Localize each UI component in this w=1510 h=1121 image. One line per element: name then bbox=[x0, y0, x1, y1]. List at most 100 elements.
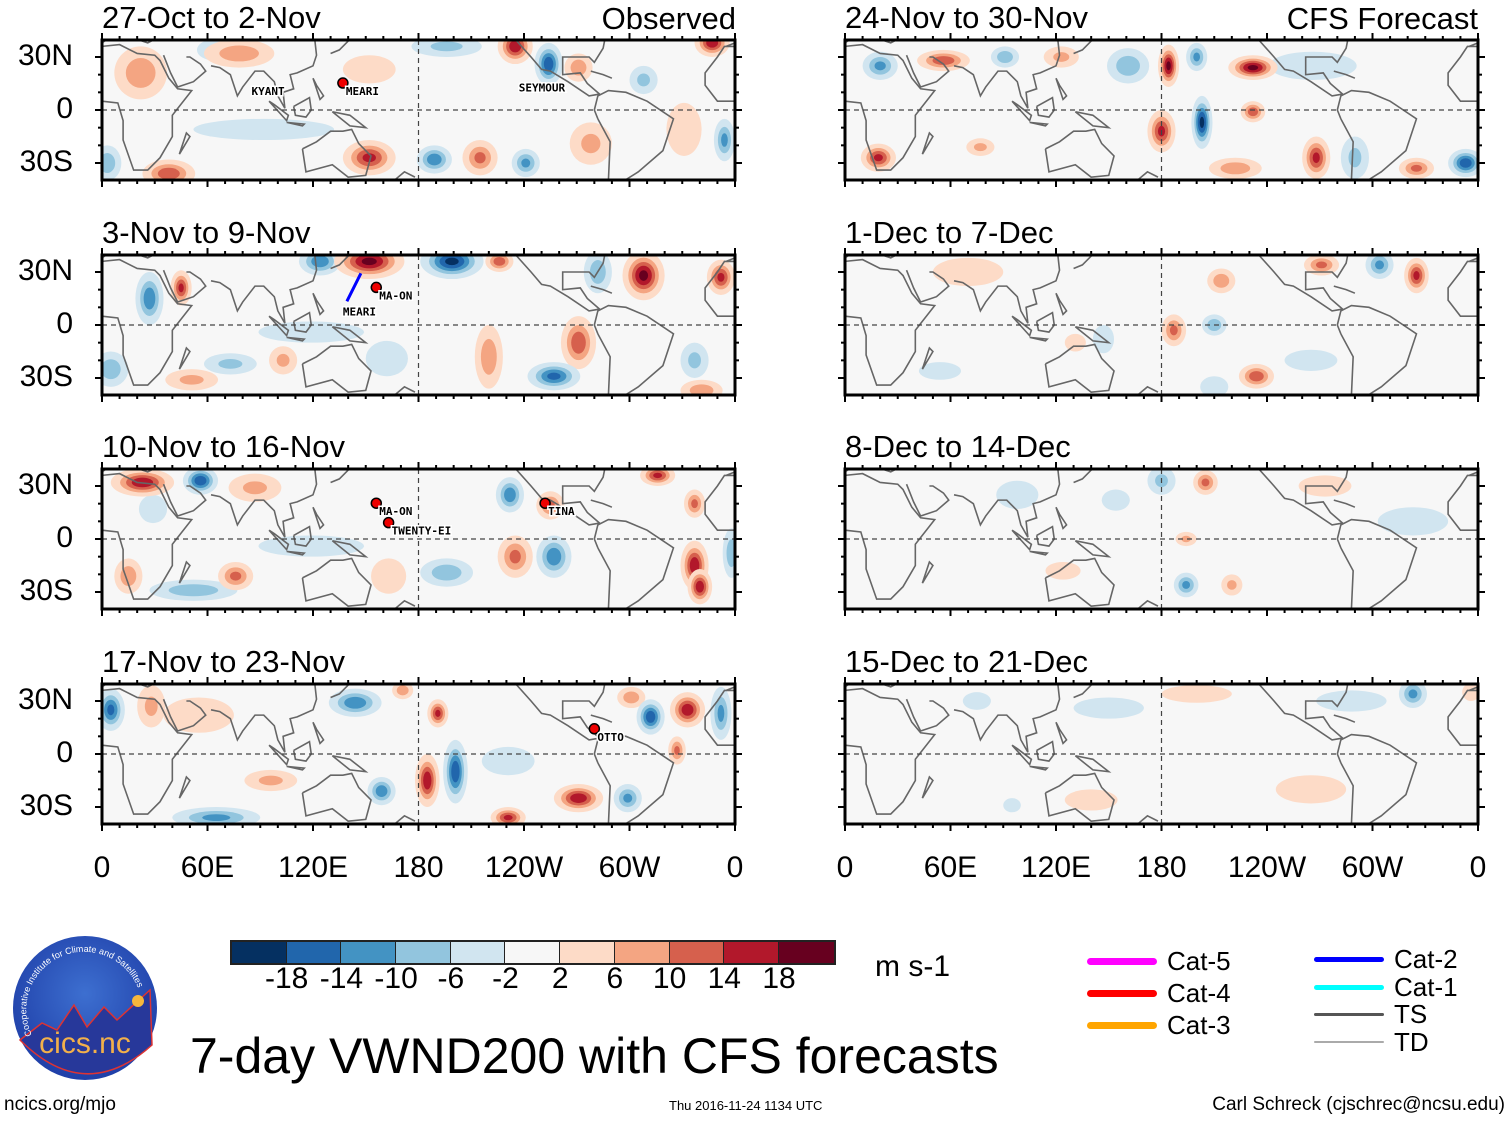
coastline bbox=[1073, 684, 1094, 699]
lat-tick-label: 30N bbox=[17, 38, 73, 72]
storm-label: KYANT bbox=[251, 85, 284, 98]
lat-tick-label: 30N bbox=[17, 682, 73, 716]
coastline bbox=[301, 557, 372, 607]
hurricane-icon bbox=[539, 497, 551, 509]
coastline bbox=[1073, 40, 1094, 55]
positive-anomaly-contour bbox=[503, 814, 513, 821]
coastline bbox=[1257, 469, 1349, 526]
negative-anomaly-contour bbox=[874, 61, 886, 71]
logo-name: cics.nc bbox=[39, 1027, 131, 1060]
coastline bbox=[286, 765, 306, 771]
map-panel bbox=[838, 677, 1485, 831]
coastline bbox=[331, 325, 369, 344]
positive-anomaly-contour bbox=[570, 793, 587, 803]
footer-url[interactable]: ncics.org/mjo bbox=[4, 1094, 116, 1115]
coastline bbox=[1447, 689, 1478, 746]
coastline bbox=[292, 740, 313, 762]
coastline bbox=[330, 255, 351, 270]
panel-title: 10-Nov to 16-Nov bbox=[102, 429, 345, 464]
negative-anomaly-contour bbox=[721, 133, 728, 147]
colorbar-swatch bbox=[232, 942, 287, 963]
coastline bbox=[286, 336, 306, 342]
coastline bbox=[210, 684, 318, 753]
lon-tick-label: 120W bbox=[1227, 851, 1307, 884]
negative-anomaly-contour bbox=[997, 51, 1013, 63]
anomaly-map bbox=[838, 33, 1485, 187]
positive-anomaly-contour bbox=[1410, 164, 1423, 172]
positive-anomaly-contour bbox=[178, 283, 184, 293]
negative-anomaly-contour bbox=[1377, 507, 1449, 536]
coastline bbox=[845, 258, 937, 386]
storm-label: SEYMOUR bbox=[519, 81, 566, 94]
negative-anomaly-contour bbox=[1116, 55, 1140, 76]
coastline bbox=[905, 698, 950, 733]
coastline bbox=[292, 311, 313, 333]
coastline bbox=[268, 315, 290, 338]
coastline bbox=[1044, 128, 1115, 178]
negative-anomaly-contour bbox=[1073, 697, 1144, 719]
negative-anomaly-contour bbox=[996, 480, 1039, 509]
hurricane-icon bbox=[370, 497, 383, 509]
positive-anomaly-contour bbox=[1247, 107, 1259, 117]
storm-label: MA-ON bbox=[379, 505, 412, 518]
negative-anomaly-contour bbox=[168, 584, 219, 597]
colorbar-label: 14 bbox=[707, 962, 741, 995]
legend-item: Cat-1 bbox=[1314, 974, 1458, 1000]
coastline bbox=[301, 772, 372, 822]
coastline bbox=[1073, 469, 1094, 484]
coastline bbox=[921, 560, 934, 584]
coastline bbox=[1029, 550, 1049, 556]
coastline bbox=[514, 255, 606, 312]
colorbar-label: -18 bbox=[265, 962, 309, 995]
lon-tick-label: 0 bbox=[726, 851, 744, 884]
coastline bbox=[1447, 260, 1478, 317]
lat-tick-label: 30S bbox=[19, 360, 73, 393]
positive-anomaly-contour bbox=[362, 153, 376, 163]
coastline bbox=[330, 469, 351, 484]
negative-anomaly-contour bbox=[1348, 148, 1362, 168]
coastline bbox=[210, 40, 318, 109]
legend-line-swatch bbox=[1087, 989, 1157, 997]
coastline bbox=[1074, 110, 1112, 129]
negative-anomaly-contour bbox=[445, 257, 459, 266]
coastline bbox=[178, 560, 191, 584]
lon-tick-label: 0 bbox=[93, 851, 111, 884]
positive-anomaly-contour bbox=[581, 133, 601, 154]
negative-anomaly-contour bbox=[193, 118, 335, 141]
storm-label: MEARI bbox=[343, 305, 376, 318]
coastline bbox=[292, 96, 313, 118]
lat-tick-label: 0 bbox=[56, 307, 73, 340]
coastline bbox=[331, 539, 369, 558]
lon-tick-label: 60E bbox=[923, 851, 978, 884]
positive-anomaly-contour bbox=[371, 558, 407, 594]
coastline bbox=[102, 687, 194, 815]
coastline bbox=[845, 255, 899, 259]
storm-label: TINA bbox=[548, 505, 575, 518]
coastline bbox=[312, 506, 325, 530]
coastline bbox=[953, 255, 1061, 324]
coastline bbox=[514, 684, 606, 741]
coastline bbox=[593, 304, 675, 395]
coastline bbox=[590, 499, 613, 508]
coastline bbox=[845, 472, 937, 600]
coastline bbox=[905, 483, 950, 518]
negative-anomaly-contour bbox=[547, 372, 561, 380]
coastline bbox=[210, 469, 318, 538]
positive-anomaly-contour bbox=[1247, 64, 1259, 71]
coastline bbox=[331, 754, 369, 773]
coastline bbox=[1011, 529, 1033, 552]
positive-anomaly-contour bbox=[1213, 273, 1230, 288]
negative-anomaly-contour bbox=[637, 73, 650, 87]
map-panel bbox=[838, 33, 1485, 187]
coastline bbox=[330, 684, 351, 699]
legend-line-swatch bbox=[1087, 1021, 1157, 1029]
units-label: m s-1 bbox=[875, 950, 950, 983]
colorbar-label: 2 bbox=[551, 962, 569, 995]
negative-anomaly-contour bbox=[481, 746, 535, 776]
legend-item: Cat-3 bbox=[1087, 1012, 1231, 1038]
positive-anomaly-contour bbox=[423, 771, 432, 790]
colorbar-swatch bbox=[450, 942, 506, 963]
coastline bbox=[312, 721, 325, 745]
coastline bbox=[102, 472, 194, 600]
colorbar-swatch bbox=[669, 942, 725, 963]
